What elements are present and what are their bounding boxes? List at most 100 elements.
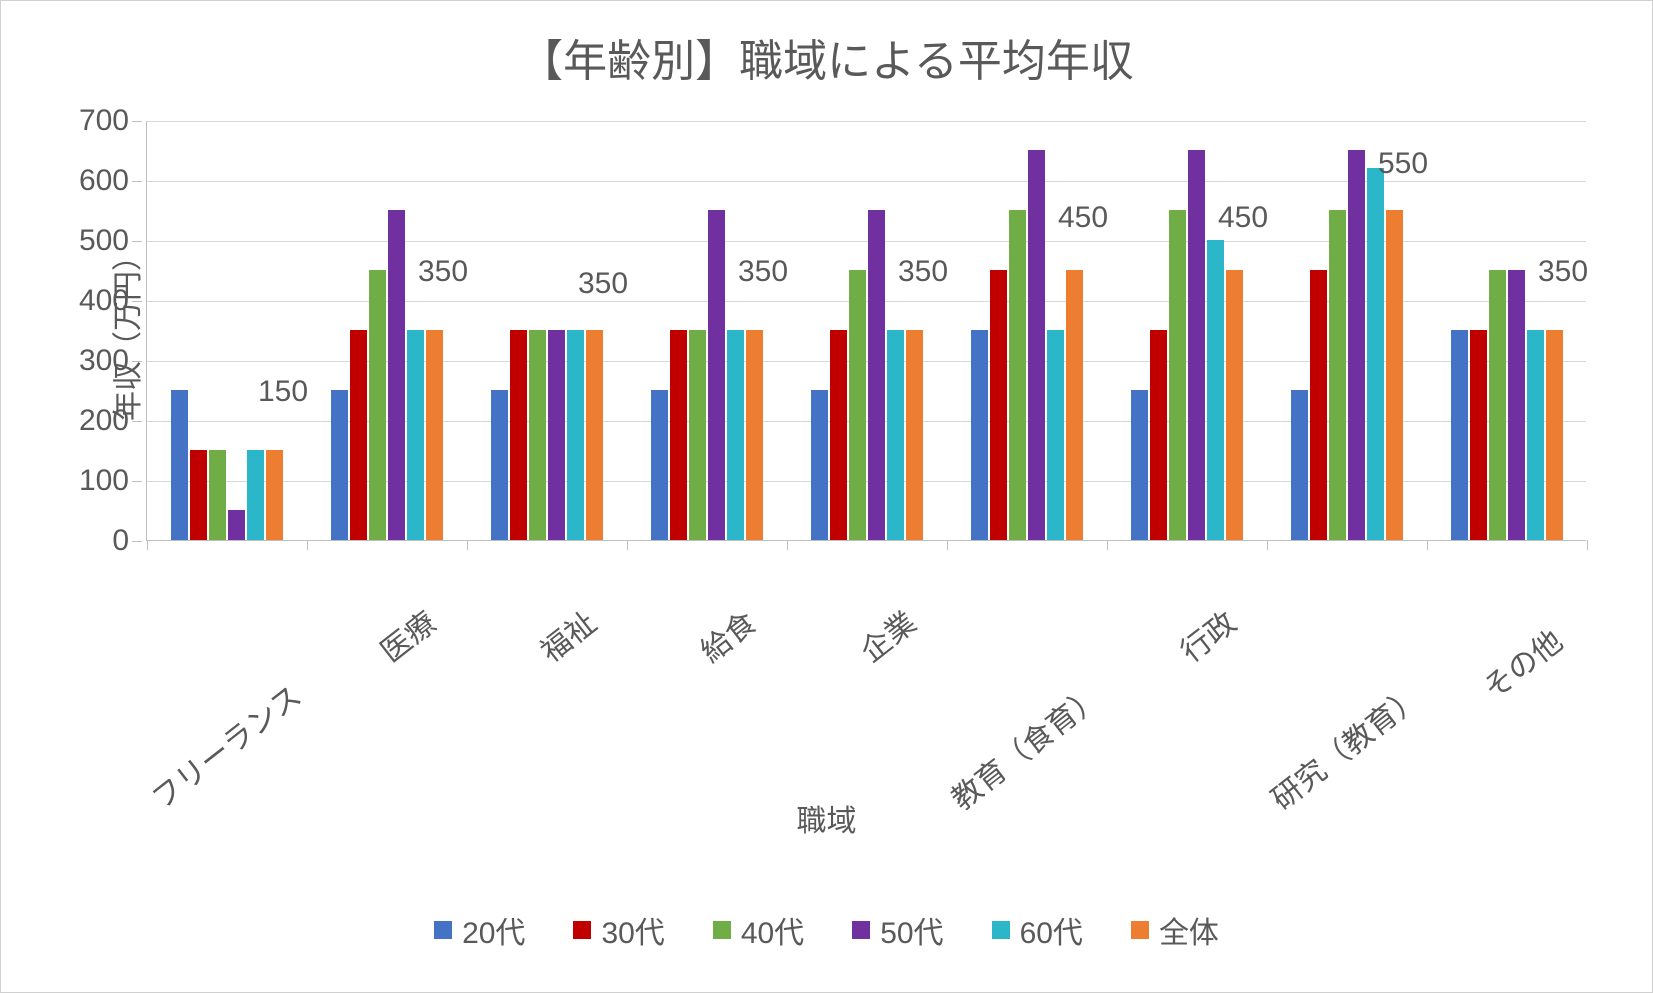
bar <box>1188 150 1205 540</box>
legend-label: 30代 <box>601 908 664 952</box>
bar <box>369 270 386 540</box>
x-category-label: 福祉 <box>577 562 651 634</box>
legend-swatch <box>713 921 731 939</box>
bar <box>1009 210 1026 540</box>
bar <box>388 210 405 540</box>
legend-label: 全体 <box>1159 908 1219 952</box>
bar <box>209 450 226 540</box>
y-tick-label: 600 <box>79 164 147 198</box>
gridline <box>147 121 1586 122</box>
bar <box>708 210 725 540</box>
legend-swatch <box>573 921 591 939</box>
legend-item: 40代 <box>713 908 804 952</box>
legend-swatch <box>852 921 870 939</box>
x-axis-category-labels: フリーランス医療福祉給食企業教育（食育）行政研究（教育）その他 <box>146 554 1586 754</box>
bar <box>1291 390 1308 540</box>
bar <box>1310 270 1327 540</box>
bar <box>1451 330 1468 540</box>
chart-title: 【年齢別】職域による平均年収 <box>1 1 1652 99</box>
legend-swatch <box>992 921 1010 939</box>
bar <box>1207 240 1224 540</box>
legend-item: 20代 <box>434 908 525 952</box>
x-category-label: 給食 <box>737 562 811 634</box>
y-axis-title: 年収（万円） <box>103 241 147 421</box>
bar <box>1131 390 1148 540</box>
x-tick <box>787 540 788 550</box>
bar <box>1028 150 1045 540</box>
bar <box>491 390 508 540</box>
data-label: 450 <box>1058 201 1108 235</box>
y-tick-label: 200 <box>79 404 147 438</box>
y-tick-label: 400 <box>79 284 147 318</box>
bar <box>971 330 988 540</box>
data-label: 550 <box>1378 147 1428 181</box>
bar <box>727 330 744 540</box>
plot-area: 0100200300400500600700150350350350350450… <box>146 121 1586 541</box>
x-category-label: 企業 <box>897 562 971 634</box>
bar <box>689 330 706 540</box>
legend-label: 50代 <box>880 908 943 952</box>
x-axis-title: 職域 <box>1 796 1652 840</box>
bar <box>1386 210 1403 540</box>
x-tick <box>307 540 308 550</box>
bar <box>1546 330 1563 540</box>
x-tick <box>1427 540 1428 550</box>
x-tick <box>467 540 468 550</box>
bar <box>567 330 584 540</box>
bar <box>990 270 1007 540</box>
bar <box>811 390 828 540</box>
bar <box>426 330 443 540</box>
bar <box>1470 330 1487 540</box>
bar <box>1489 270 1506 540</box>
data-label: 350 <box>418 255 468 289</box>
bar <box>586 330 603 540</box>
bar <box>407 330 424 540</box>
bar <box>1508 270 1525 540</box>
bar <box>266 450 283 540</box>
legend-label: 20代 <box>462 908 525 952</box>
legend-label: 40代 <box>741 908 804 952</box>
bar-group <box>171 390 283 540</box>
data-label: 350 <box>578 267 628 301</box>
data-label: 350 <box>898 255 948 289</box>
bar <box>331 390 348 540</box>
y-tick-label: 0 <box>112 524 147 558</box>
chart-container: 【年齢別】職域による平均年収 年収（万円） 0 100 200 300 400 500 60… <box>0 0 1653 993</box>
y-tick-label: 700 <box>79 104 147 138</box>
bar <box>228 510 245 540</box>
bar <box>887 330 904 540</box>
x-tick <box>1587 540 1588 550</box>
bar <box>1226 270 1243 540</box>
x-tick <box>147 540 148 550</box>
bar <box>1329 210 1346 540</box>
x-tick <box>627 540 628 550</box>
bar <box>868 210 885 540</box>
x-tick <box>1267 540 1268 550</box>
legend-label: 60代 <box>1020 908 1083 952</box>
legend-item: 50代 <box>852 908 943 952</box>
x-category-label: その他 <box>1543 562 1641 652</box>
bar <box>171 390 188 540</box>
bar <box>1066 270 1083 540</box>
bar <box>510 330 527 540</box>
bar-group <box>1451 270 1563 540</box>
legend-swatch <box>434 921 452 939</box>
bar <box>906 330 923 540</box>
bar <box>746 330 763 540</box>
x-tick <box>947 540 948 550</box>
data-label: 450 <box>1218 201 1268 235</box>
bar <box>1348 150 1365 540</box>
y-tick-label: 300 <box>79 344 147 378</box>
bar <box>1527 330 1544 540</box>
data-label: 150 <box>258 375 308 409</box>
y-tick-label: 500 <box>79 224 147 258</box>
bar-group <box>491 330 603 540</box>
legend-swatch <box>1131 921 1149 939</box>
bar <box>548 330 565 540</box>
bar <box>247 450 264 540</box>
legend-item: 30代 <box>573 908 664 952</box>
bar-group <box>1291 150 1403 540</box>
y-tick-label: 100 <box>79 464 147 498</box>
legend-item: 全体 <box>1131 908 1219 952</box>
bar <box>849 270 866 540</box>
